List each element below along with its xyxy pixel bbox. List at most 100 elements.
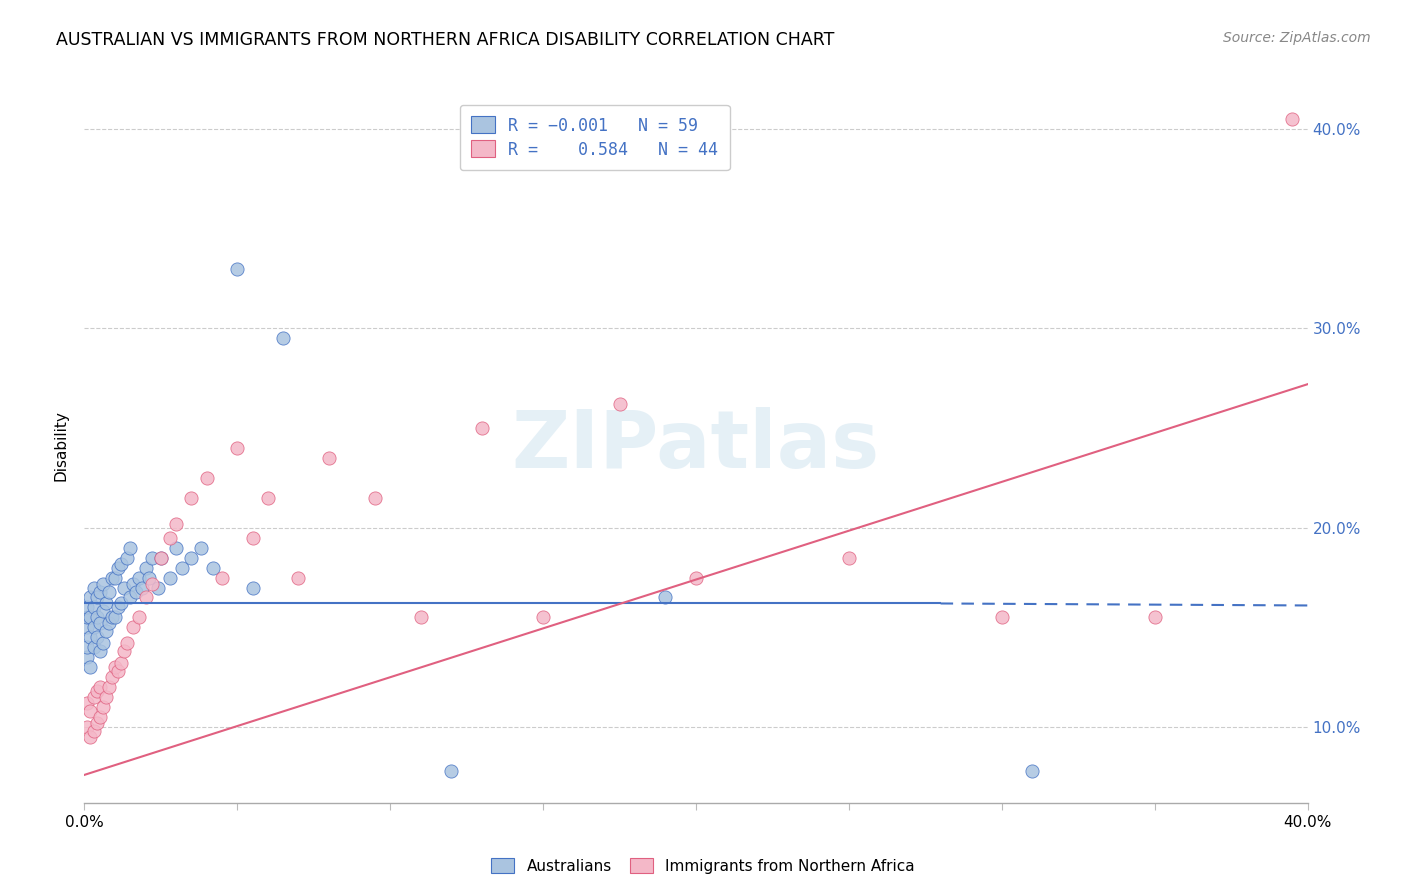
Point	[131, 581, 153, 595]
Point	[128, 570, 150, 584]
Point	[141, 550, 163, 565]
Point	[86, 631, 108, 645]
Point	[409, 610, 432, 624]
Point	[471, 421, 494, 435]
Point	[83, 581, 105, 595]
Point	[287, 570, 309, 584]
Point	[115, 550, 138, 565]
Point	[76, 640, 98, 655]
Point	[609, 397, 631, 411]
Point	[89, 644, 111, 658]
Point	[112, 581, 135, 595]
Point	[76, 696, 98, 710]
Point	[107, 560, 129, 574]
Point	[86, 716, 108, 731]
Point	[165, 541, 187, 555]
Point	[79, 591, 101, 605]
Point	[195, 471, 218, 485]
Point	[89, 680, 111, 694]
Point	[91, 604, 114, 618]
Point	[685, 570, 707, 584]
Point	[104, 610, 127, 624]
Text: AUSTRALIAN VS IMMIGRANTS FROM NORTHERN AFRICA DISABILITY CORRELATION CHART: AUSTRALIAN VS IMMIGRANTS FROM NORTHERN A…	[56, 31, 835, 49]
Point	[76, 620, 98, 634]
Point	[654, 591, 676, 605]
Point	[79, 610, 101, 624]
Point	[107, 665, 129, 679]
Point	[242, 531, 264, 545]
Point	[86, 591, 108, 605]
Point	[83, 600, 105, 615]
Point	[107, 600, 129, 615]
Legend: Australians, Immigrants from Northern Africa: Australians, Immigrants from Northern Af…	[485, 852, 921, 880]
Point	[89, 584, 111, 599]
Point	[101, 670, 124, 684]
Point	[97, 584, 120, 599]
Point	[86, 684, 108, 698]
Point	[1281, 112, 1303, 127]
Point	[146, 581, 169, 595]
Point	[83, 690, 105, 705]
Point	[76, 650, 98, 665]
Point	[76, 610, 98, 624]
Point	[149, 550, 172, 565]
Point	[86, 610, 108, 624]
Point	[79, 631, 101, 645]
Text: Source: ZipAtlas.com: Source: ZipAtlas.com	[1223, 31, 1371, 45]
Legend: R = −0.001   N = 59, R =    0.584   N = 44: R = −0.001 N = 59, R = 0.584 N = 44	[460, 104, 730, 170]
Point	[110, 657, 132, 671]
Point	[120, 591, 142, 605]
Point	[97, 680, 120, 694]
Point	[149, 550, 172, 565]
Point	[159, 531, 181, 545]
Point	[165, 516, 187, 531]
Point	[201, 560, 224, 574]
Y-axis label: Disability: Disability	[53, 410, 69, 482]
Text: ZIPatlas: ZIPatlas	[512, 407, 880, 485]
Point	[180, 550, 202, 565]
Point	[190, 541, 212, 555]
Point	[531, 610, 554, 624]
Point	[226, 261, 249, 276]
Point	[364, 491, 387, 505]
Point	[122, 576, 145, 591]
Point	[94, 624, 117, 639]
Point	[180, 491, 202, 505]
Point	[120, 541, 142, 555]
Point	[115, 636, 138, 650]
Point	[91, 700, 114, 714]
Point	[89, 710, 111, 724]
Point	[79, 730, 101, 744]
Point	[271, 331, 294, 345]
Point	[226, 441, 249, 455]
Point	[838, 550, 860, 565]
Point	[104, 660, 127, 674]
Point	[112, 644, 135, 658]
Point	[76, 720, 98, 734]
Point	[101, 610, 124, 624]
Point	[1143, 610, 1166, 624]
Point	[135, 560, 157, 574]
Point	[91, 576, 114, 591]
Point	[94, 690, 117, 705]
Point	[211, 570, 233, 584]
Point	[440, 764, 463, 778]
Point	[159, 570, 181, 584]
Point	[257, 491, 280, 505]
Point	[110, 597, 132, 611]
Point	[101, 570, 124, 584]
Point	[76, 600, 98, 615]
Point	[91, 636, 114, 650]
Point	[125, 584, 148, 599]
Point	[97, 616, 120, 631]
Point	[1021, 764, 1043, 778]
Point	[79, 704, 101, 718]
Point	[89, 616, 111, 631]
Point	[110, 557, 132, 571]
Point	[104, 570, 127, 584]
Point	[135, 591, 157, 605]
Point	[242, 581, 264, 595]
Point	[83, 640, 105, 655]
Point	[991, 610, 1014, 624]
Point	[318, 450, 340, 465]
